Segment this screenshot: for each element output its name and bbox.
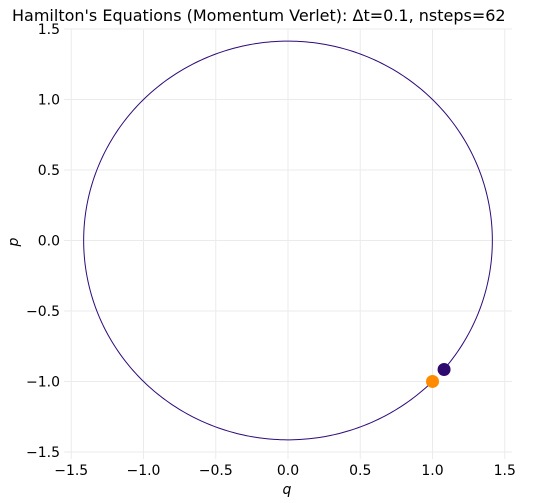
x-tick-label: 0.0 (277, 463, 299, 479)
x-tick-label: −1.5 (54, 463, 88, 479)
y-tick-label: 0.0 (38, 233, 60, 249)
y-tick-label: −1.0 (26, 374, 60, 390)
x-tick-label: −0.5 (199, 463, 233, 479)
grid (64, 28, 512, 459)
x-axis-label: q (283, 482, 292, 498)
x-tick-label: 1.0 (421, 463, 443, 479)
x-tick-label: −1.0 (126, 463, 160, 479)
y-tick-labels: −1.5 −1.0 −0.5 0.0 0.5 1.0 1.5 (26, 22, 60, 461)
trajectory-line (83, 40, 493, 441)
chart-title: Hamilton's Equations (Momentum Verlet): … (12, 6, 506, 25)
y-tick-label: 1.0 (38, 92, 60, 108)
end-point-marker (437, 362, 451, 376)
y-tick-label: −0.5 (26, 304, 60, 320)
y-tick-label: 1.5 (38, 22, 60, 38)
y-tick-label: −1.5 (26, 445, 60, 461)
series-layer (83, 40, 493, 441)
y-axis-label: p (6, 237, 22, 247)
marker-layer (426, 362, 451, 388)
start-point-marker (426, 374, 440, 388)
y-tick-label: 0.5 (38, 163, 60, 179)
x-tick-labels: −1.5 −1.0 −0.5 0.0 0.5 1.0 1.5 (54, 463, 516, 479)
x-tick-label: 0.5 (349, 463, 371, 479)
x-tick-label: 1.5 (494, 463, 516, 479)
